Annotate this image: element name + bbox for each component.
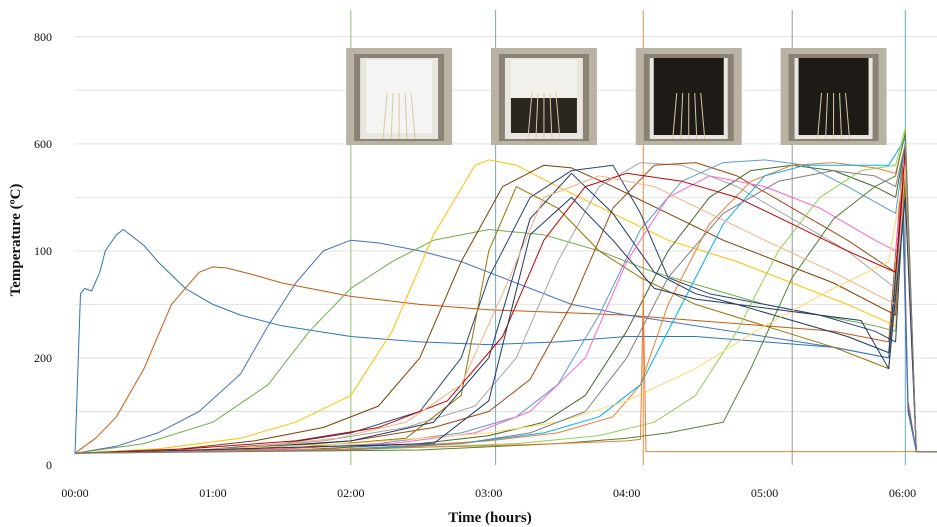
series-line (74, 132, 937, 454)
series-line (74, 164, 937, 454)
photo-thumbnails (346, 48, 887, 145)
series-line (74, 138, 937, 454)
y-tick-label: 200 (34, 351, 52, 365)
series-line (74, 154, 937, 454)
x-tick-label: 05:00 (751, 486, 778, 500)
y-tick-label: 800 (34, 30, 52, 44)
series-line (74, 162, 937, 454)
series-line (74, 293, 937, 454)
series-line (74, 186, 937, 454)
series-line (74, 164, 937, 454)
specimen-photo (346, 48, 453, 145)
y-tick-label: 100 (34, 244, 52, 258)
x-tick-label: 02:00 (337, 486, 364, 500)
series-line (74, 143, 937, 454)
x-tick-label: 06:00 (889, 486, 916, 500)
specimen-photo (780, 48, 887, 145)
x-axis-title: Time (hours) (448, 510, 531, 526)
y-tick-label: 600 (34, 137, 52, 151)
series-line (74, 164, 937, 454)
series-line (74, 154, 937, 454)
x-axis-ticks: 00:00 01:00 02:00 03:00 04:00 05:00 06:00 (61, 486, 916, 500)
y-tick-label: 0 (46, 458, 52, 472)
series-line (74, 127, 937, 454)
series-line (74, 132, 937, 454)
y-axis-title: Temperature (ºC) (8, 184, 24, 297)
series-line (74, 159, 937, 454)
x-tick-label: 01:00 (199, 486, 226, 500)
x-tick-label: 00:00 (61, 486, 88, 500)
series-line (74, 186, 937, 454)
series-line (74, 164, 937, 454)
specimen-photo (635, 48, 742, 145)
x-tick-label: 03:00 (475, 486, 502, 500)
y-axis-ticks: 0 200 100 600 800 (34, 30, 52, 472)
series-line (74, 143, 937, 454)
series-line (74, 148, 937, 454)
x-tick-label: 04:00 (613, 486, 640, 500)
series-lines (74, 127, 937, 455)
specimen-photo (490, 48, 597, 145)
series-line (74, 164, 937, 454)
series-line (74, 196, 937, 454)
